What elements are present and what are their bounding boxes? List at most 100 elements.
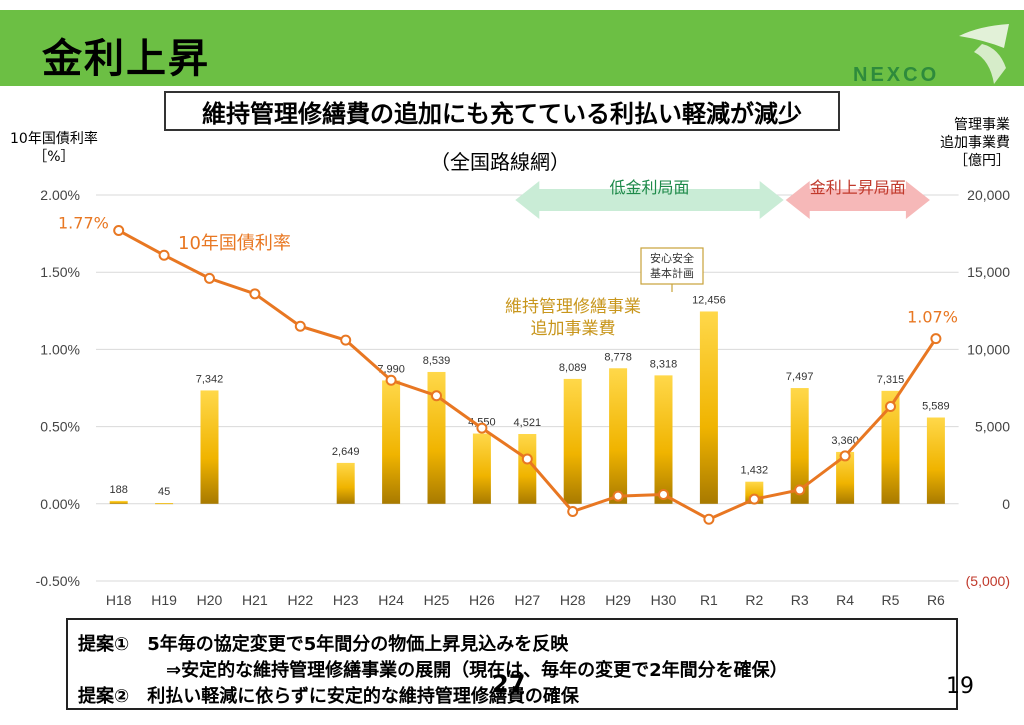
right-tick-label: 10,000 xyxy=(967,341,1010,357)
right-axis-label: 管理事業 追加事業費 ［億円］ xyxy=(940,116,1010,170)
plan-callout-line1: 安心安全 xyxy=(650,251,694,265)
right-tick-label: (5,000) xyxy=(966,573,1010,589)
x-tick-label: R6 xyxy=(927,592,945,608)
rate-point xyxy=(521,453,533,465)
bar xyxy=(200,390,219,504)
bar-value-label: 7,342 xyxy=(196,373,224,385)
bar-value-label: 8,089 xyxy=(559,362,587,374)
bar-value-label: 7,315 xyxy=(877,374,905,386)
low-rate-arrow xyxy=(515,181,784,219)
bar-value-label: 7,497 xyxy=(786,371,814,383)
bar-value-label: 12,456 xyxy=(692,294,726,306)
rate-point xyxy=(158,249,170,261)
x-tick-label: R5 xyxy=(882,592,900,608)
bar-value-label: 188 xyxy=(110,484,128,496)
proposal-1: 提案① 5年毎の協定変更で5年間分の物価上昇見込みを反映 xyxy=(78,634,569,655)
left-tick-label: 1.00% xyxy=(40,341,80,357)
bar-value-label: 4,521 xyxy=(514,417,542,429)
bar xyxy=(699,311,718,504)
rate-point xyxy=(340,334,352,346)
bar xyxy=(926,417,945,504)
bar-value-label: 45 xyxy=(158,486,170,498)
x-tick-label: H18 xyxy=(106,592,132,608)
bar-value-label: 8,539 xyxy=(423,355,451,367)
bar-value-label: 8,778 xyxy=(604,351,632,363)
rate-point xyxy=(204,272,215,284)
subtitle: 維持管理修繕費の追加にも充てている利払い軽減が減少 xyxy=(202,99,802,128)
rate-series-label: 10年国債利率 xyxy=(178,233,291,254)
bar-series-label-line1: 維持管理修繕事業 xyxy=(505,297,641,317)
proposal-box: 提案① 5年毎の協定変更で5年間分の物価上昇見込みを反映 ⇒安定的な維持管理修繕… xyxy=(66,618,958,710)
rate-point xyxy=(658,489,669,501)
rising-rate-arrow xyxy=(785,181,930,219)
plan-callout-line2: 基本計画 xyxy=(650,266,694,280)
x-tick-label: H24 xyxy=(378,592,404,608)
nexco-logo-icon xyxy=(959,24,1009,84)
x-tick-label: H20 xyxy=(197,592,223,608)
rate-point xyxy=(385,374,397,386)
bar xyxy=(609,368,628,504)
rising-rate-label: 金利上昇局面 xyxy=(810,178,906,197)
rate-point xyxy=(612,490,624,502)
left-axis-label-line2: ［%］ xyxy=(33,149,75,165)
bar-value-label: 3,360 xyxy=(831,435,859,447)
bar xyxy=(472,433,491,504)
bar xyxy=(836,451,855,504)
x-tick-label: R1 xyxy=(700,592,718,608)
rate-first-label: 1.77% xyxy=(58,214,109,233)
bar-value-label: 1,432 xyxy=(741,465,769,477)
x-tick-label: H27 xyxy=(514,592,540,608)
left-axis-label: 10年国債利率 ［%］ xyxy=(10,130,98,166)
x-tick-label: H25 xyxy=(424,592,450,608)
rate-point xyxy=(885,401,896,413)
bar xyxy=(336,462,355,504)
right-axis-label-line1: 管理事業 xyxy=(954,117,1010,133)
rate-point xyxy=(748,493,760,505)
slide-title: 金利上昇 xyxy=(42,36,210,82)
rate-point xyxy=(567,506,579,518)
x-tick-label: R4 xyxy=(836,592,854,608)
bar xyxy=(790,388,809,504)
left-tick-label: 1.50% xyxy=(40,264,80,280)
right-tick-label: 20,000 xyxy=(967,187,1010,203)
bar-value-label: 4,550 xyxy=(468,417,496,429)
bar xyxy=(563,378,582,504)
x-tick-label: H19 xyxy=(151,592,177,608)
left-tick-label: -0.50% xyxy=(36,573,80,589)
bar xyxy=(155,503,174,505)
rate-point xyxy=(703,513,715,525)
right-tick-label: 0 xyxy=(1002,496,1010,512)
x-tick-label: H26 xyxy=(469,592,495,608)
left-tick-label: 0.00% xyxy=(40,496,80,512)
rate-point xyxy=(839,450,851,462)
page-number: 19 xyxy=(946,674,974,699)
bar-value-label: 2,649 xyxy=(332,446,360,458)
bar xyxy=(881,390,900,504)
bar xyxy=(654,375,673,504)
bar xyxy=(382,380,401,504)
nexco-logo-text: NEXCO xyxy=(853,64,940,86)
x-tick-label: R3 xyxy=(791,592,809,608)
proposal-2: 提案② 利払い軽減に依らずに安定的な維持管理修繕費の確保 xyxy=(78,686,579,707)
bar xyxy=(109,500,128,504)
right-tick-label: 5,000 xyxy=(975,419,1010,435)
subtitle-box: 維持管理修繕費の追加にも充てている利払い軽減が減少 xyxy=(164,91,840,131)
rate-last-label: 1.07% xyxy=(907,308,958,327)
rate-point xyxy=(794,484,806,496)
plan-callout-box xyxy=(640,247,704,285)
rate-point xyxy=(294,320,306,332)
page-overlay-number: 27 xyxy=(492,670,526,698)
x-tick-label: H23 xyxy=(333,592,359,608)
rate-point xyxy=(113,225,125,237)
rate-point xyxy=(249,288,261,300)
x-tick-label: H22 xyxy=(287,592,313,608)
bar-value-label: 5,589 xyxy=(922,401,950,413)
x-tick-label: H21 xyxy=(242,592,268,608)
left-tick-label: 2.00% xyxy=(40,187,80,203)
low-rate-label: 低金利局面 xyxy=(609,178,689,197)
header-bar xyxy=(0,10,1024,86)
rate-point xyxy=(431,390,442,402)
bar xyxy=(427,371,446,504)
